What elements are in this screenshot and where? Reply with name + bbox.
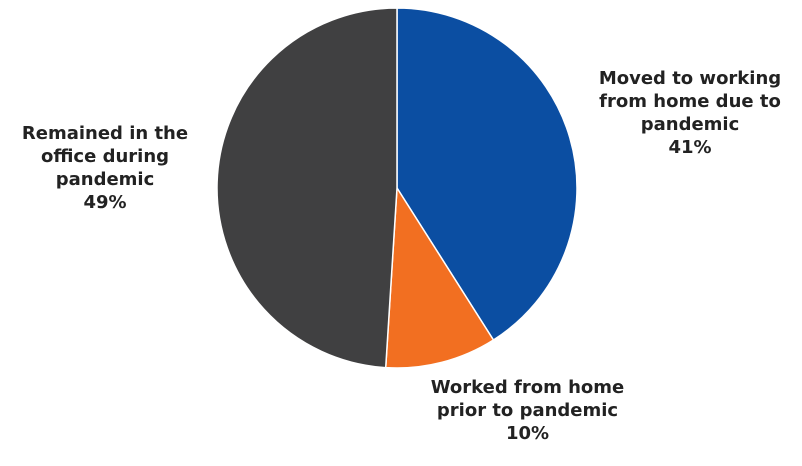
pie-slice: [384, 185, 495, 369]
category-label: Remained in the office during pandemic: [21, 123, 189, 190]
slice-label: Moved to working from home due to pandem…: [575, 67, 802, 159]
category-label: Moved to working from home due to pandem…: [598, 68, 782, 135]
slice-label: Remained in the office during pandemic 49…: [0, 122, 210, 214]
pie-slice: [216, 7, 398, 369]
pie-slice: [396, 7, 578, 342]
category-label: Worked from home prior to pandemic: [430, 377, 625, 421]
value-label: 10%: [505, 423, 550, 444]
slice-label: Worked from home prior to pandemic 10%: [405, 376, 650, 445]
value-label: 49%: [83, 192, 127, 213]
value-label: 41%: [668, 137, 712, 158]
